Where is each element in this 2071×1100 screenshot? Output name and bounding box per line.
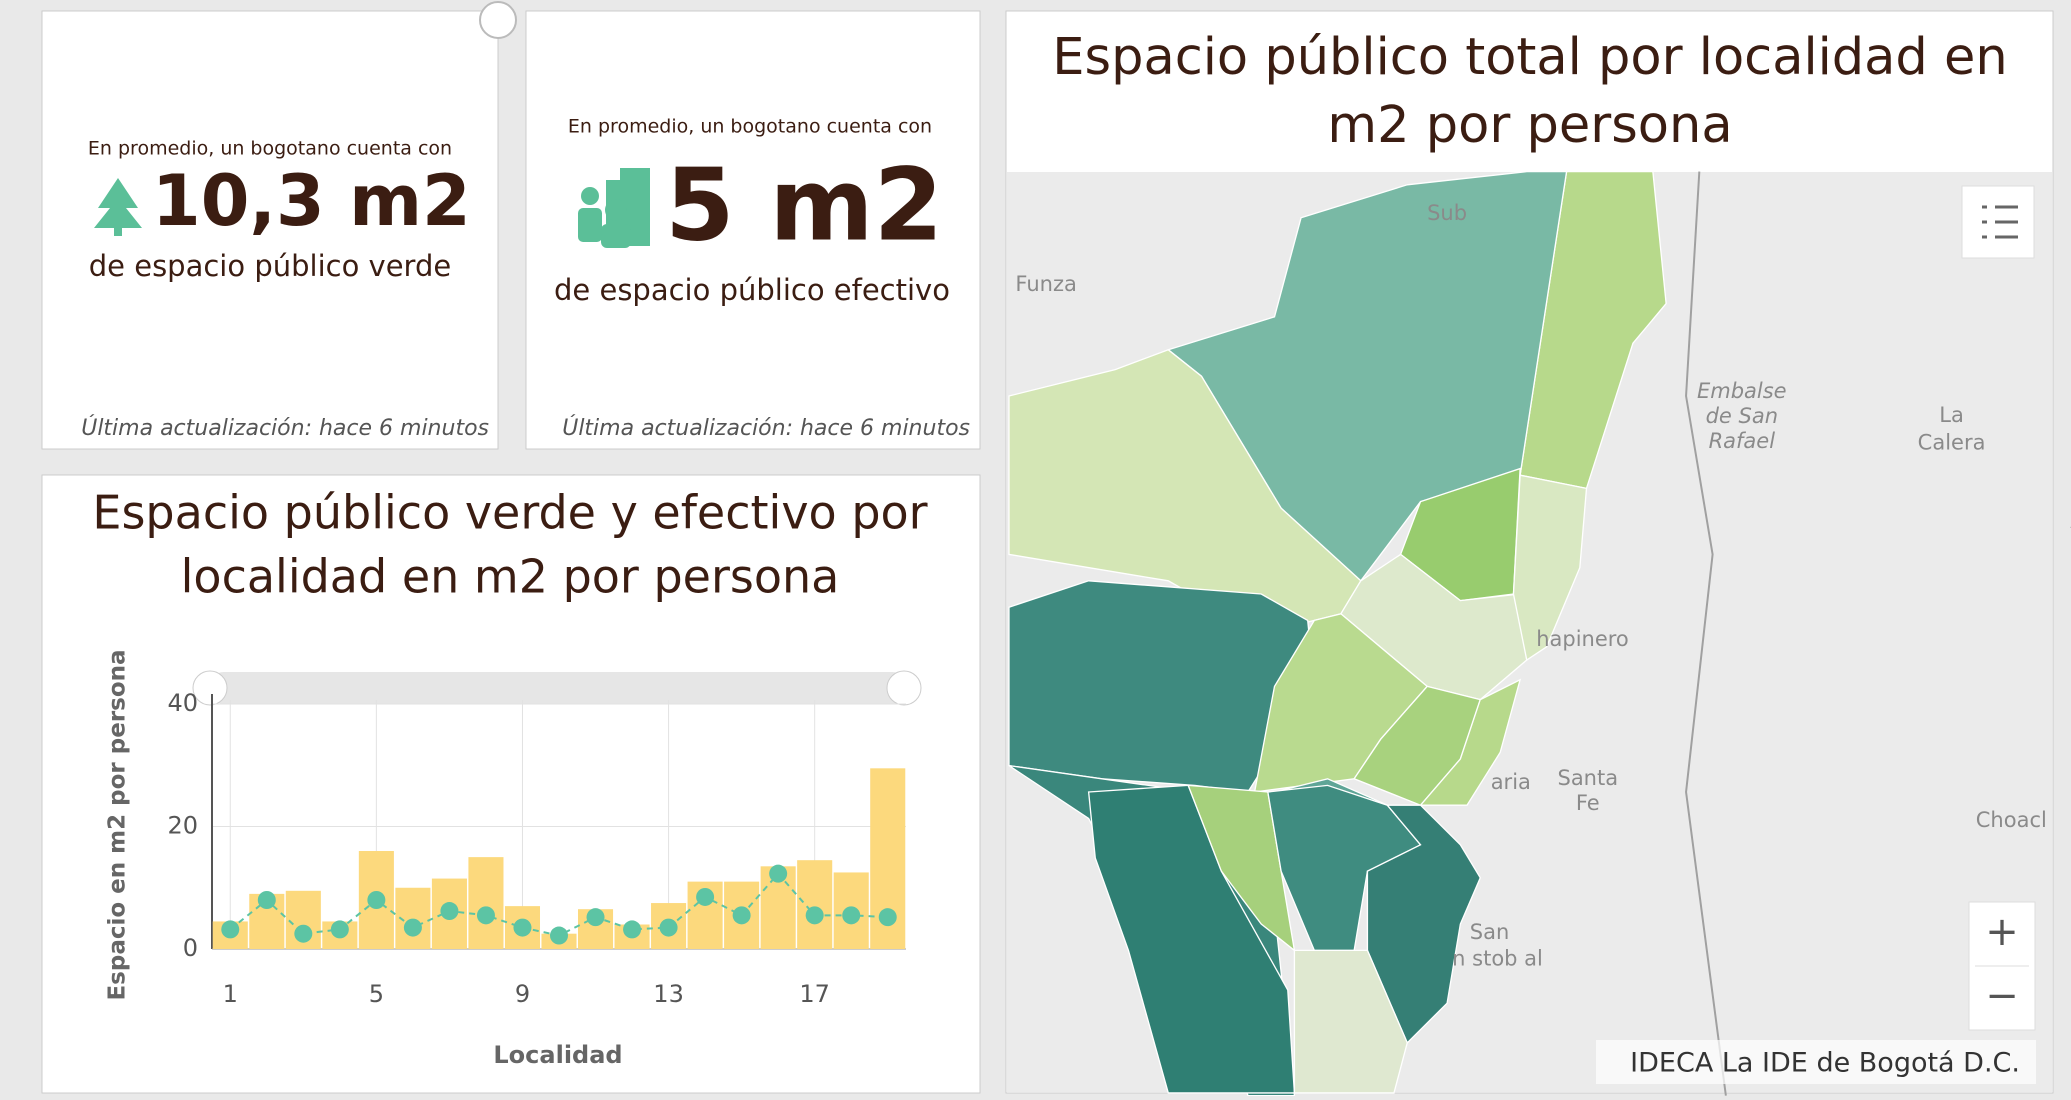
map-label: Fe	[1576, 791, 1600, 815]
point	[440, 902, 459, 921]
indicator-top: En promedio, un bogotano cuenta con	[568, 116, 932, 138]
chart-title: localidad en m2 por persona	[181, 550, 840, 604]
zoom-out[interactable]: −	[1985, 973, 2019, 1019]
map-label: La	[1939, 403, 1964, 427]
attribution: IDECA La IDE de Bogotá D.C.	[1630, 1048, 2020, 1079]
point	[805, 906, 824, 925]
point	[732, 906, 751, 925]
chart-title: Espacio público verde y efectivo por	[92, 486, 927, 540]
point	[257, 891, 276, 909]
point	[294, 924, 313, 943]
map-label: hapinero	[1536, 627, 1629, 651]
slider-handle[interactable]	[886, 670, 922, 706]
legend-icon	[1982, 205, 2018, 239]
y-axis-title: Espacio en m2 por persona	[105, 649, 131, 1000]
map-title: Espacio público total por localidad en	[1052, 28, 2007, 87]
point	[842, 906, 861, 925]
tree-icon	[94, 178, 142, 236]
indicator-bottom: de espacio público verde	[89, 249, 451, 283]
people-icon	[578, 168, 650, 248]
map-label: Choacl	[1976, 808, 2047, 832]
point	[403, 918, 422, 937]
range-slider[interactable]	[208, 672, 908, 704]
point	[623, 920, 642, 939]
indicator-top: En promedio, un bogotano cuenta con	[88, 138, 452, 160]
map-label: de San	[1706, 404, 1778, 428]
panel	[41, 474, 981, 1094]
zoom-in[interactable]: +	[1985, 909, 2019, 955]
map-label: Embalse	[1697, 379, 1787, 403]
point	[221, 920, 240, 939]
bar	[797, 860, 833, 949]
map-title: m2 por persona	[1327, 96, 1732, 155]
point	[367, 891, 386, 909]
map-label: San	[1470, 920, 1510, 944]
point	[696, 887, 715, 906]
indicator-value: 5 m2	[665, 146, 943, 263]
attribution-bg	[1596, 1040, 2036, 1084]
x-axis-title: Localidad	[493, 1041, 622, 1069]
slider-handle[interactable]	[192, 670, 228, 706]
indicator-footer: Última actualización: hace 6 minutos	[81, 415, 489, 441]
x-tick-label: 5	[369, 980, 384, 1008]
x-tick-label: 9	[515, 980, 530, 1008]
point	[550, 926, 568, 945]
map-label: Calera	[1918, 431, 1986, 455]
y-tick-label: 20	[167, 812, 198, 840]
point	[769, 864, 788, 883]
point	[586, 908, 605, 927]
indicator-value: 10,3 m2	[152, 160, 471, 242]
x-tick-label: 17	[799, 980, 830, 1008]
map-label: Funza	[1015, 272, 1076, 296]
bar	[468, 857, 504, 949]
y-tick-label: 40	[167, 689, 198, 717]
indicator-bottom: de espacio público efectivo	[554, 273, 950, 307]
expand-button[interactable]	[479, 1, 517, 39]
chart-plot: 0 20 40 1 5 9 13 17	[167, 689, 906, 1008]
map-label: aria	[1491, 770, 1531, 794]
indicator-footer: Última actualización: hace 6 minutos	[562, 415, 970, 441]
point	[476, 906, 495, 925]
x-tick-label: 13	[653, 980, 684, 1008]
y-tick-label: 0	[183, 934, 198, 962]
point	[878, 908, 897, 927]
map-label: n stob al	[1452, 947, 1543, 971]
map-label: Sub	[1427, 201, 1467, 225]
map-label: Rafael	[1709, 429, 1776, 453]
point	[513, 918, 532, 937]
point	[330, 920, 349, 939]
point	[659, 918, 678, 937]
x-tick-label: 1	[223, 980, 238, 1008]
map-label: Santa	[1557, 766, 1618, 790]
